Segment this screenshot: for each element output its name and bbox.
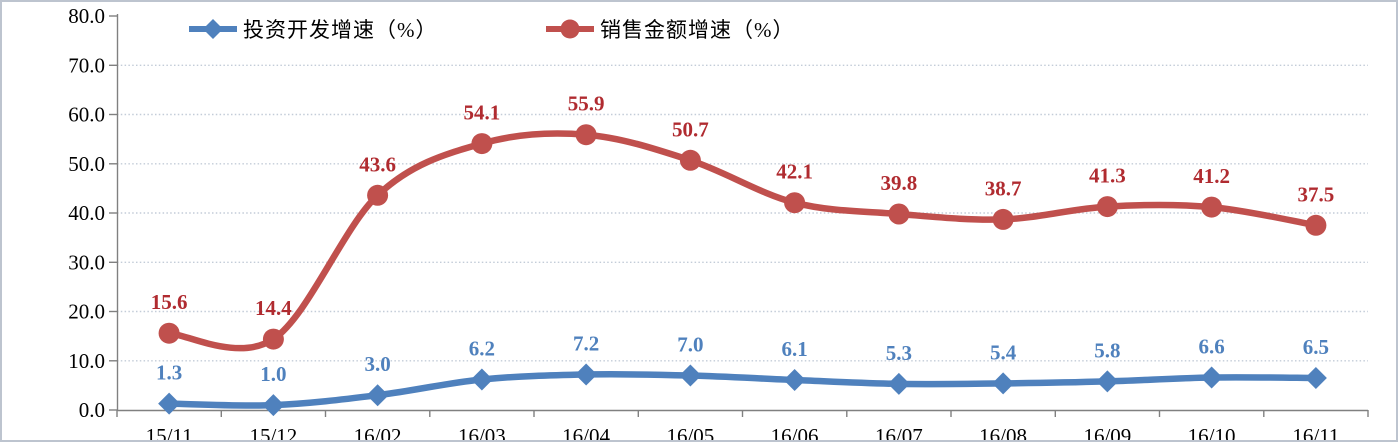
data-point-marker-sales-growth [1096, 196, 1118, 218]
data-point-marker-investment-growth [575, 363, 598, 386]
y-tick-label: 70.0 [68, 53, 105, 77]
data-label-sales-growth: 14.4 [255, 296, 292, 320]
x-tick-label: 16/07 [875, 424, 923, 440]
data-point-marker-investment-growth [1304, 366, 1327, 389]
data-point-marker-sales-growth [888, 203, 910, 225]
data-label-investment-growth: 6.1 [781, 337, 807, 361]
data-label-sales-growth: 42.1 [776, 160, 813, 184]
data-point-marker-investment-growth [679, 364, 702, 387]
data-point-marker-sales-growth [679, 149, 701, 171]
legend-circle-marker-icon [546, 19, 594, 39]
legend-item-investment-growth: 投资开发增速（%） [186, 13, 438, 45]
data-label-sales-growth: 54.1 [464, 101, 501, 125]
data-point-marker-sales-growth [575, 124, 597, 146]
data-label-sales-growth: 55.9 [568, 92, 605, 116]
x-tick-label: 16/02 [354, 424, 402, 440]
data-label-investment-growth: 1.0 [260, 362, 286, 386]
data-point-marker-sales-growth [992, 208, 1014, 230]
series-line-investment-growth [165, 371, 1320, 409]
y-tick-label: 10.0 [68, 349, 105, 373]
data-label-sales-growth: 50.7 [672, 117, 709, 141]
data-point-marker-investment-growth [887, 372, 910, 395]
x-tick-label: 16/05 [666, 424, 714, 440]
data-point-marker-investment-growth [262, 394, 285, 417]
x-tick-label: 16/11 [1292, 424, 1339, 440]
data-point-marker-sales-growth [158, 322, 180, 344]
x-tick-label: 16/03 [458, 424, 506, 440]
data-label-sales-growth: 37.5 [1298, 182, 1335, 206]
data-label-sales-growth: 43.6 [359, 152, 396, 176]
data-point-marker-investment-growth [366, 384, 389, 407]
data-point-marker-investment-growth [1200, 366, 1223, 389]
data-label-investment-growth: 5.4 [990, 340, 1017, 364]
data-point-marker-investment-growth [1096, 370, 1119, 393]
data-point-marker-sales-growth [471, 133, 493, 155]
data-point-marker-sales-growth [367, 184, 389, 206]
data-label-sales-growth: 41.3 [1089, 164, 1126, 188]
data-point-marker-investment-growth [783, 368, 806, 391]
data-label-investment-growth: 7.2 [573, 332, 599, 356]
legend-label-sales-growth: 销售金额增速（%） [600, 18, 795, 42]
y-tick-label: 50.0 [68, 152, 105, 176]
data-point-marker-sales-growth [262, 328, 284, 350]
data-label-investment-growth: 7.0 [677, 333, 703, 357]
legend-item-sales-growth: 销售金额增速（%） [543, 13, 795, 45]
x-tick-label: 16/06 [771, 424, 819, 440]
data-point-marker-investment-growth [992, 372, 1015, 395]
data-point-marker-investment-growth [158, 392, 181, 415]
data-label-investment-growth: 5.3 [886, 341, 912, 365]
x-tick-label: 15/11 [146, 424, 193, 440]
data-label-sales-growth: 38.7 [985, 176, 1022, 200]
y-tick-label: 60.0 [68, 103, 105, 127]
x-tick-label: 16/08 [979, 424, 1027, 440]
data-label-sales-growth: 15.6 [151, 290, 188, 314]
x-tick-label: 16/10 [1188, 424, 1236, 440]
x-tick-label: 15/12 [249, 424, 297, 440]
y-tick-label: 30.0 [68, 250, 105, 274]
x-tick-label: 16/09 [1083, 424, 1131, 440]
data-label-investment-growth: 3.0 [364, 352, 390, 376]
data-point-marker-investment-growth [470, 368, 493, 391]
y-tick-label: 20.0 [68, 300, 105, 324]
data-label-investment-growth: 6.5 [1303, 335, 1329, 359]
y-tick-label: 80.0 [68, 4, 105, 28]
legend-label-investment-growth: 投资开发增速（%） [243, 18, 438, 42]
data-label-investment-growth: 6.6 [1198, 335, 1224, 359]
data-point-marker-sales-growth [1201, 196, 1223, 218]
data-label-sales-growth: 41.2 [1193, 164, 1230, 188]
series-line-sales-growth [165, 130, 1320, 352]
legend-diamond-marker-icon [189, 19, 237, 39]
data-label-sales-growth: 39.8 [881, 171, 918, 195]
y-tick-label: 40.0 [68, 201, 105, 225]
data-label-investment-growth: 6.2 [469, 337, 495, 361]
data-label-investment-growth: 1.3 [156, 361, 182, 385]
data-point-marker-sales-growth [1305, 214, 1327, 236]
data-label-investment-growth: 5.8 [1094, 338, 1120, 362]
data-point-marker-sales-growth [784, 192, 806, 214]
x-tick-label: 16/04 [562, 424, 610, 440]
y-tick-label: 0.0 [79, 398, 105, 422]
